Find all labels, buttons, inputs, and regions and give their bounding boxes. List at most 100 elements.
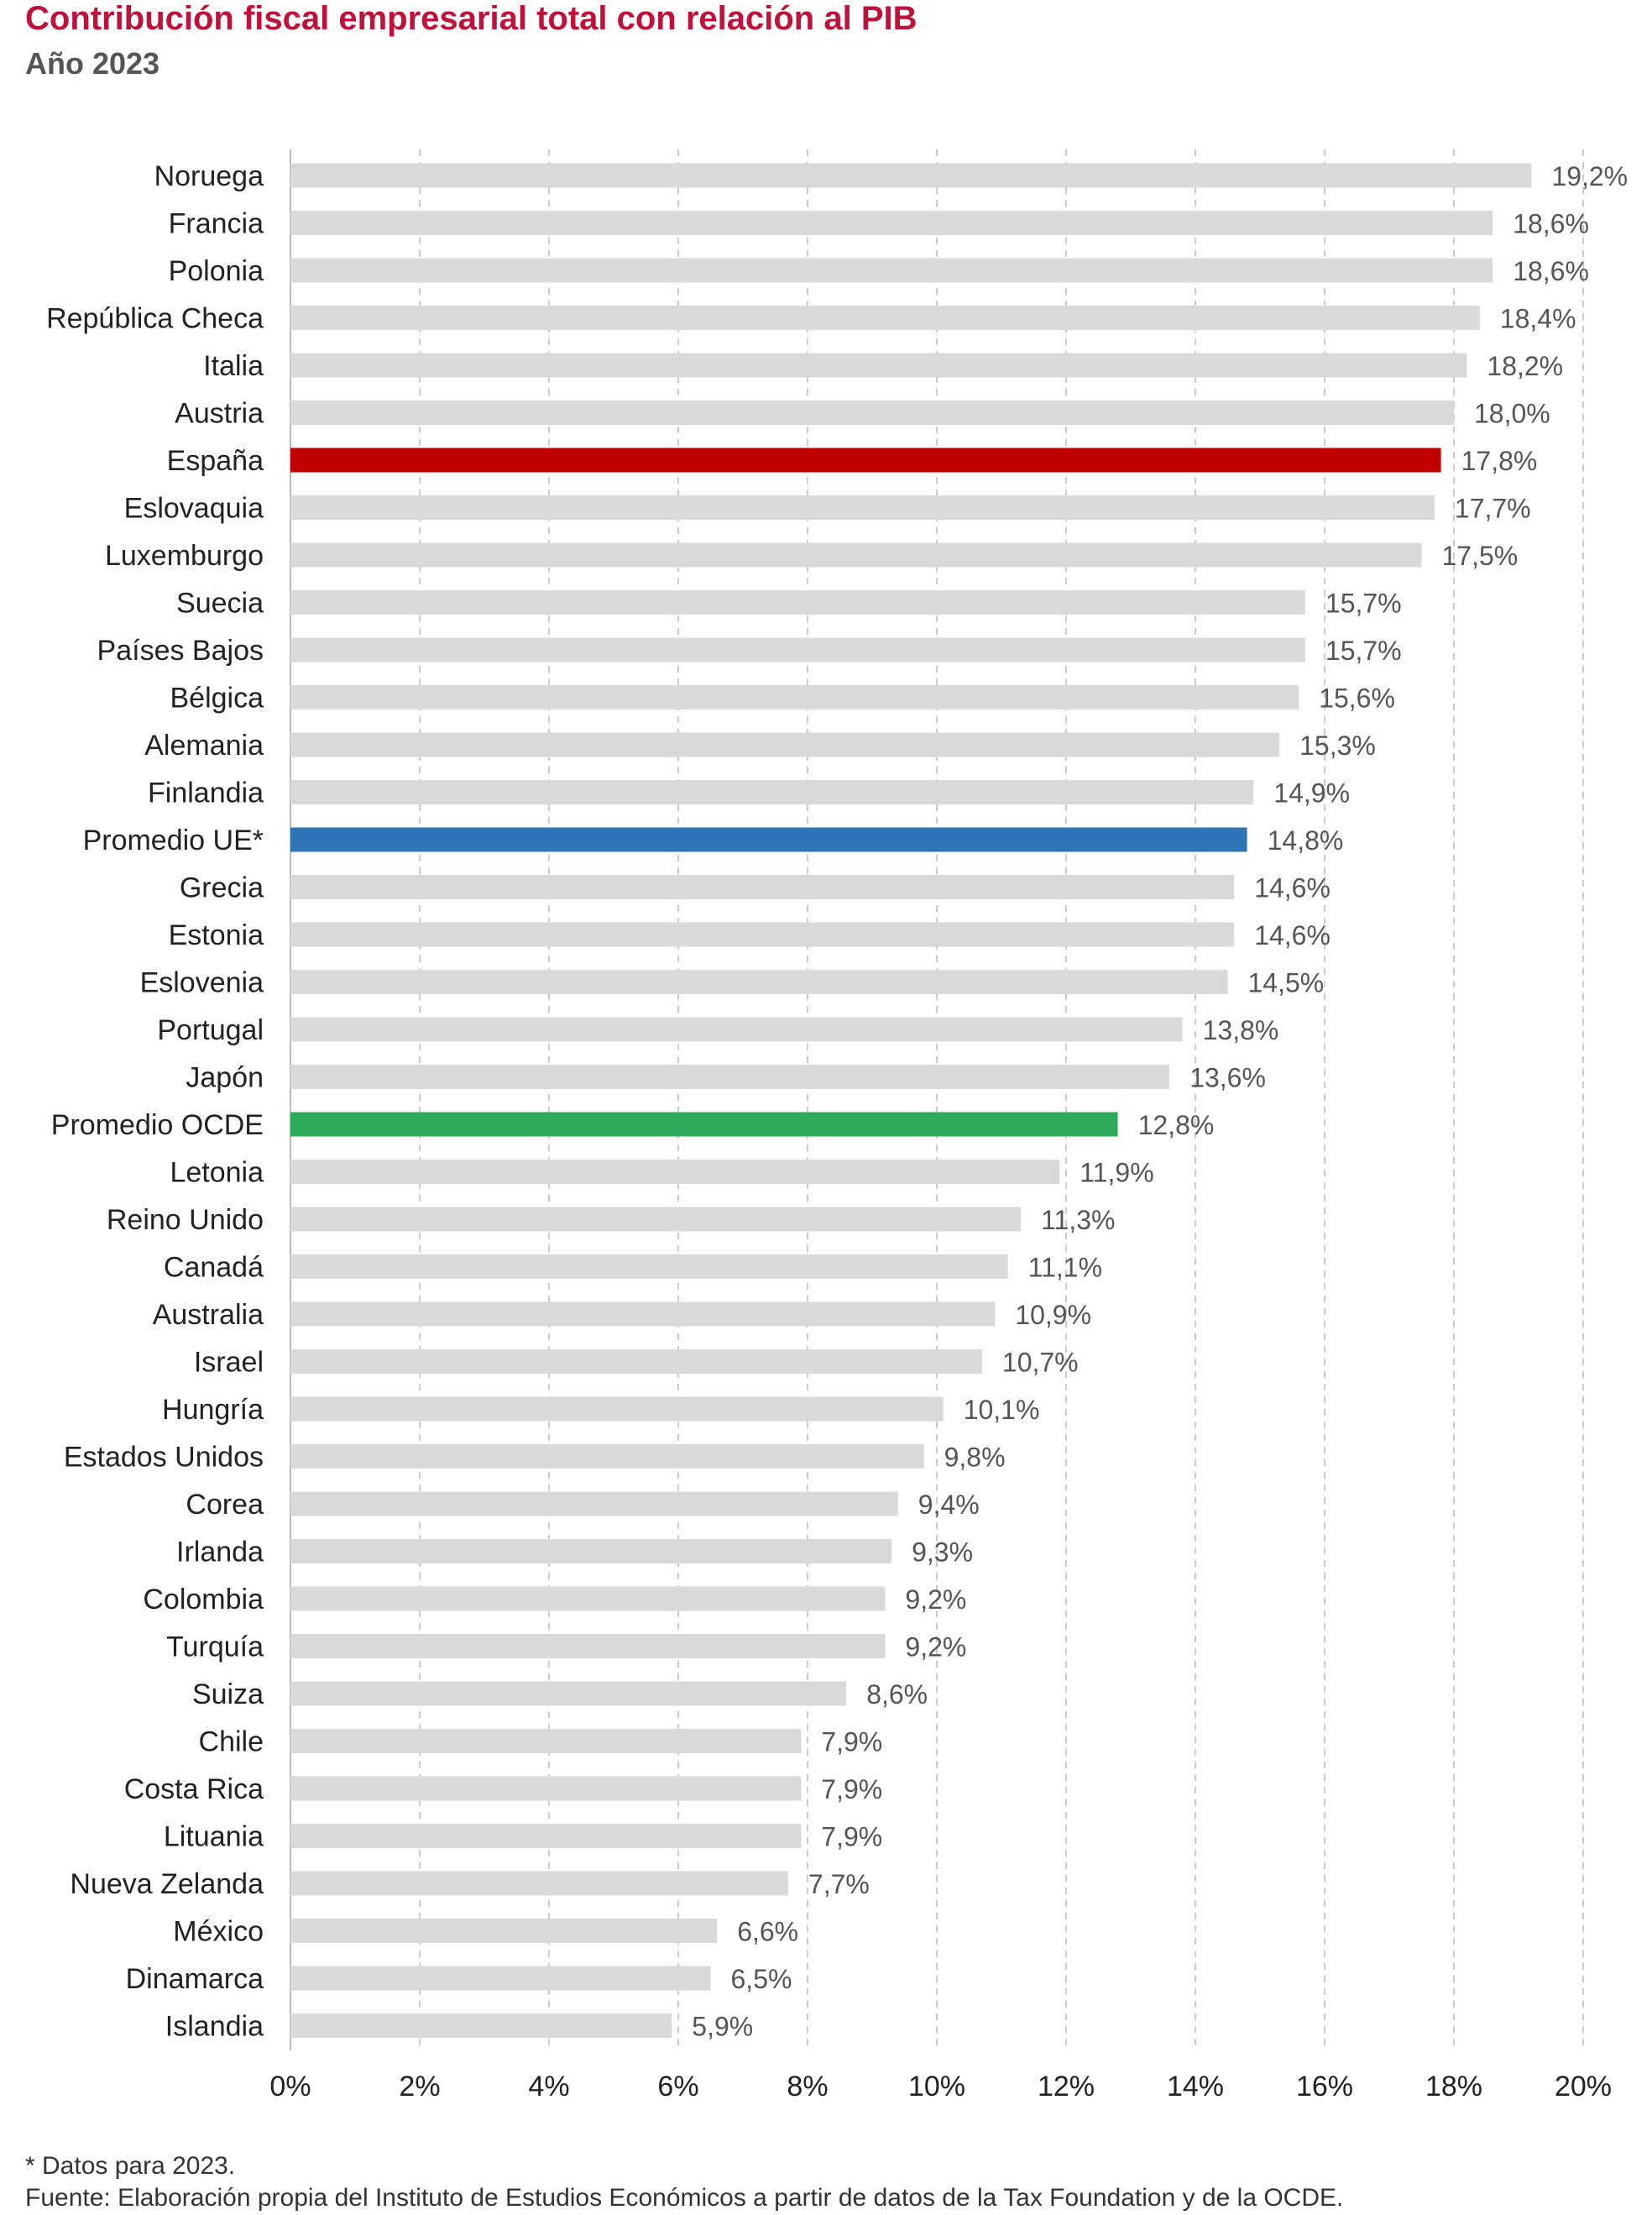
bar (290, 780, 1254, 804)
value-label: 11,3% (1041, 1205, 1115, 1235)
bar (290, 1539, 892, 1563)
bar (290, 1112, 1118, 1137)
value-labels: 19,2% 18,6% 18,6% 18,4% 18,2% 18,0% 17,8% 17,7%… (692, 161, 1628, 2042)
bar (290, 448, 1441, 473)
value-label: 10,7% (1002, 1348, 1079, 1378)
x-tick-label: 8% (787, 2071, 828, 2102)
category-labels: Noruega Francia Polonia República Checa Ital… (46, 160, 264, 2043)
bar (290, 401, 1454, 425)
value-label: 7,9% (821, 1727, 882, 1757)
x-tick-label: 0% (269, 2071, 311, 2102)
x-tick-label: 18% (1425, 2071, 1482, 2102)
bar (290, 1065, 1170, 1089)
value-label: 15,6% (1319, 683, 1395, 714)
bar (290, 306, 1480, 330)
category-label: Polonia (169, 255, 264, 287)
value-label: 7,9% (821, 1774, 882, 1804)
category-label: Luxemburgo (105, 540, 264, 572)
bar (290, 1160, 1060, 1184)
value-label: 9,4% (918, 1490, 980, 1520)
bar (290, 1491, 898, 1516)
category-label: Hungría (162, 1394, 264, 1426)
x-tick-label: 6% (657, 2071, 698, 2102)
category-label: Estados Unidos (64, 1442, 264, 1474)
grid-lines (290, 149, 1584, 2050)
category-label: Francia (169, 208, 264, 240)
category-label: Suecia (176, 588, 264, 620)
value-label: 15,3% (1299, 730, 1376, 761)
value-label: 18,6% (1513, 256, 1589, 286)
footnote-source: Fuente: Elaboración propia del Instituto… (25, 2184, 1344, 2212)
bar (290, 1681, 847, 1706)
category-label: Promedio UE* (83, 825, 264, 856)
category-label: Países Bajos (97, 635, 264, 667)
bar (290, 685, 1299, 710)
category-label: Suiza (192, 1678, 264, 1710)
chart-title: Contribución fiscal empresarial total co… (25, 0, 917, 37)
bar (290, 1919, 718, 1943)
bar (290, 495, 1435, 520)
bar (290, 542, 1422, 568)
category-label: Irlanda (176, 1537, 264, 1568)
value-label: 9,2% (905, 1632, 966, 1663)
category-label: Lituania (164, 1821, 264, 1853)
category-label: España (167, 445, 264, 477)
bar (290, 1207, 1022, 1232)
category-label: Chile (199, 1726, 264, 1758)
category-label: Bélgica (170, 683, 264, 715)
category-label: Corea (186, 1489, 264, 1521)
bar (290, 2013, 672, 2038)
value-label: 18,4% (1500, 304, 1576, 334)
bar-chart: Noruega Francia Polonia República Checa Ital… (46, 149, 1628, 2102)
value-label: 18,2% (1487, 351, 1563, 381)
value-label: 9,2% (905, 1584, 966, 1615)
x-tick-label: 4% (528, 2071, 569, 2102)
footnote-note: * Datos para 2023. (25, 2152, 236, 2180)
value-label: 13,6% (1189, 1063, 1266, 1093)
bar (290, 258, 1493, 283)
bar (290, 827, 1247, 852)
x-tick-label: 20% (1555, 2071, 1612, 2102)
category-label: Reino Unido (107, 1204, 264, 1236)
category-label: Finlandia (148, 778, 264, 809)
bar (290, 1634, 886, 1658)
bar (290, 163, 1532, 188)
bars (290, 163, 1532, 2038)
category-label: República Checa (46, 303, 264, 335)
category-label: México (173, 1916, 264, 1948)
bar (290, 353, 1467, 378)
value-label: 14,6% (1254, 873, 1330, 903)
category-label: Noruega (154, 160, 264, 192)
bar (290, 970, 1228, 994)
category-label: Dinamarca (126, 1963, 264, 1995)
value-label: 17,7% (1455, 494, 1531, 524)
category-label: Japón (186, 1062, 264, 1094)
category-label: Canadá (164, 1252, 264, 1284)
bar (290, 1729, 802, 1753)
x-tick-label: 10% (908, 2071, 965, 2102)
bar (290, 1444, 924, 1469)
bar (290, 1349, 982, 1374)
value-label: 5,9% (692, 2012, 753, 2042)
category-label: Colombia (143, 1584, 264, 1615)
value-label: 11,1% (1028, 1253, 1102, 1283)
bar (290, 637, 1305, 662)
value-label: 17,8% (1461, 446, 1538, 476)
bar (290, 590, 1305, 615)
value-label: 8,6% (866, 1679, 928, 1710)
bar (290, 1776, 802, 1801)
value-label: 6,6% (737, 1917, 798, 1947)
value-label: 7,9% (821, 1822, 882, 1852)
category-label: Nueva Zelanda (70, 1868, 264, 1900)
bar (290, 732, 1280, 757)
category-label: Portugal (157, 1014, 264, 1046)
bar (290, 1254, 1008, 1279)
value-label: 19,2% (1551, 161, 1628, 191)
value-label: 18,6% (1513, 209, 1589, 239)
category-label: Grecia (180, 872, 264, 904)
category-label: Eslovaquia (124, 493, 264, 525)
value-label: 14,5% (1248, 968, 1325, 998)
value-label: 15,7% (1325, 636, 1402, 666)
category-label: Islandia (165, 2011, 264, 2043)
bar (290, 211, 1493, 235)
